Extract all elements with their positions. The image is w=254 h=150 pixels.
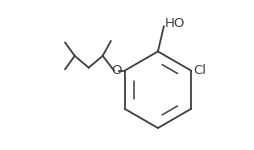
Text: O: O [112,64,122,77]
Text: HO: HO [165,17,185,30]
Text: Cl: Cl [193,64,206,77]
